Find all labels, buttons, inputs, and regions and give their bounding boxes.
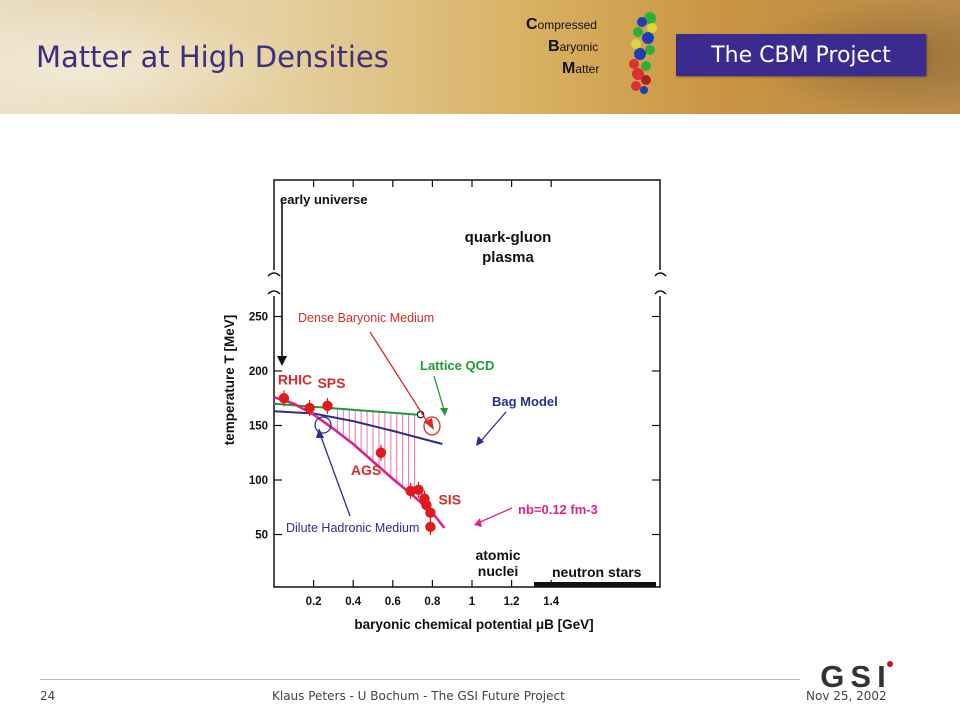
- axis-break: [266, 270, 669, 296]
- dense-arrowhead: [424, 418, 434, 430]
- cbm-cap-b: B: [548, 38, 560, 55]
- data-point-7: [421, 499, 432, 511]
- y-tick-label-1: 100: [249, 475, 268, 487]
- axis-ticks: 0.2 0.4 0.6 0.8 1 1.2 1.4 50 100 150 200 250: [249, 180, 660, 608]
- x-tick-label-4: 1: [469, 596, 476, 608]
- x-tick-label-1: 0.4: [345, 596, 362, 608]
- cbm-line-baryonic: Baryonic: [548, 38, 598, 56]
- cbm-rest-b: aryonic: [559, 40, 599, 54]
- label-lattice-qcd: Lattice QCD: [420, 358, 494, 373]
- gsi-logo-text: GSI: [820, 660, 891, 690]
- project-label-box: The CBM Project: [676, 34, 926, 76]
- point-label-sps: SPS: [317, 375, 345, 391]
- x-tick-label-2: 0.6: [385, 596, 401, 608]
- bag-arrow: [479, 411, 507, 443]
- label-early-universe: early universe: [280, 192, 367, 207]
- label-atomic-2: nuclei: [478, 563, 518, 579]
- dense-circle: [423, 416, 441, 436]
- phase-diagram-svg: 0.2 0.4 0.6 0.8 1 1.2 1.4 50 100 150 200 250 RHIC SP…: [222, 179, 669, 632]
- y-tick-label-3: 200: [249, 366, 268, 378]
- data-point-5: [413, 484, 424, 496]
- data-point-9: [425, 521, 436, 533]
- x-tick-label-6: 1.4: [543, 596, 560, 608]
- dense-arrow: [369, 331, 431, 427]
- point-label-rhic: RHIC: [278, 371, 312, 387]
- label-qgp-1: quark-gluon: [465, 229, 552, 246]
- cbm-cap-m: M: [562, 60, 576, 77]
- y-tick-label-0: 50: [255, 530, 268, 542]
- gsi-logo: GSI: [820, 660, 893, 690]
- data-point-1: [304, 402, 315, 414]
- label-dense-baryonic: Dense Baryonic Medium: [298, 311, 434, 325]
- data-point-3: [375, 447, 387, 458]
- data-point-8: [425, 507, 436, 518]
- label-neutron-stars: neutron stars: [552, 564, 642, 580]
- bag-arrowhead: [476, 436, 484, 446]
- phase-diagram-chart: 0.2 0.4 0.6 0.8 1 1.2 1.4 50 100 150 200 250 RHIC SP…: [216, 170, 684, 640]
- label-dilute-hadronic: Dilute Hadronic Medium: [286, 521, 419, 535]
- lattice-arrow: [433, 375, 445, 411]
- footer-rule: [40, 679, 800, 680]
- cbm-logo-text: Compressed Baryonic Matter: [524, 16, 624, 100]
- dilute-circle: [314, 416, 332, 434]
- cbm-cap-c: C: [526, 16, 538, 33]
- data-point-0: [278, 393, 290, 404]
- point-label-sis: SIS: [438, 492, 461, 508]
- points-layer: RHIC SPS AGS SIS: [278, 371, 461, 535]
- footer-date: Nov 25, 2002: [806, 689, 887, 703]
- dilute-arrow: [319, 433, 351, 517]
- point-label-ags: AGS: [351, 462, 381, 478]
- lattice-arrowhead: [440, 408, 448, 416]
- y-axis-label: temperature T [MeV]: [222, 315, 237, 446]
- x-tick-label-0: 0.2: [306, 596, 322, 608]
- cbm-rest-c: ompressed: [537, 18, 597, 32]
- nb-arrow: [477, 507, 513, 524]
- cbm-line-compressed: Compressed: [526, 16, 597, 34]
- page-number: 24: [40, 689, 56, 703]
- slide-title: Matter at High Densities: [36, 40, 389, 74]
- data-point-4: [405, 485, 416, 497]
- nb-arrowhead: [474, 518, 482, 527]
- molecule-icon: [629, 12, 657, 94]
- footer-center-text: Klaus Peters - U Bochum - The GSI Future…: [272, 689, 565, 703]
- plot-frame: [273, 179, 661, 588]
- gsi-dot: [887, 661, 893, 667]
- data-point-2: [322, 400, 333, 412]
- early-universe-arrowhead: [277, 356, 287, 366]
- series-line-1: [273, 410, 443, 445]
- cbm-line-matter: Matter: [562, 60, 599, 78]
- neutron-star-bar: [534, 582, 656, 587]
- banner-decoration-left: [0, 0, 300, 114]
- x-tick-label-3: 0.8: [424, 596, 441, 608]
- x-axis-label: baryonic chemical potential μB [GeV]: [354, 617, 593, 632]
- label-nb-density: nb=0.12 fm-3: [518, 502, 598, 517]
- x-tick-label-5: 1.2: [504, 596, 520, 608]
- y-tick-label-4: 250: [249, 312, 268, 324]
- y-tick-label-2: 150: [249, 421, 268, 433]
- label-bag-model: Bag Model: [492, 394, 558, 409]
- cbm-rest-m: atter: [575, 62, 600, 76]
- label-qgp-2: plasma: [482, 249, 534, 266]
- label-atomic-1: atomic: [475, 547, 520, 563]
